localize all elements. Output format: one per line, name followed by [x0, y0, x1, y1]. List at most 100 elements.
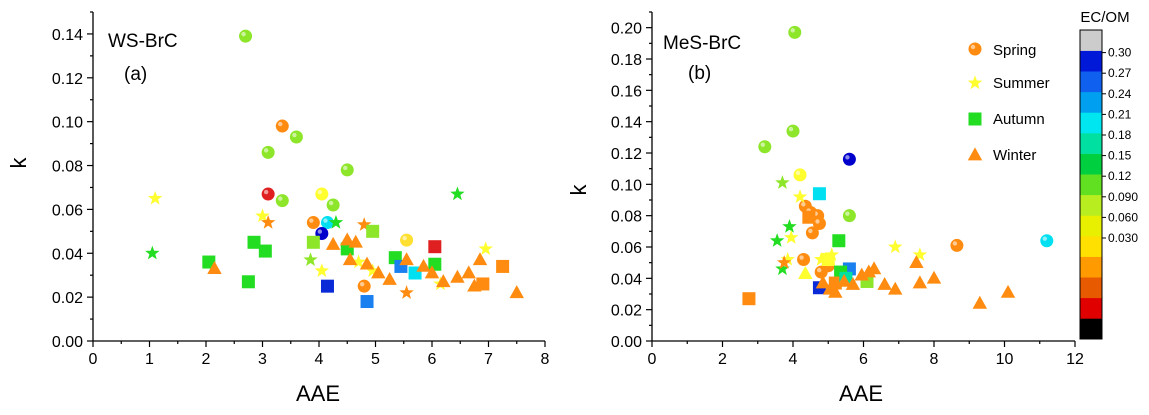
colorbar-segment	[1080, 277, 1102, 299]
panel-a-point-star	[147, 190, 163, 205]
legend-label-winter: Winter	[993, 147, 1036, 164]
panel-b-xlabel: AAE	[839, 381, 883, 406]
panel-b-y-tick-label: 0.20	[611, 21, 642, 38]
panel-b-point-circle	[793, 168, 807, 182]
panel-a-point-square	[366, 224, 380, 238]
panel-b-point-star	[813, 251, 829, 266]
colorbar-segment	[1080, 50, 1102, 72]
ec-om-colorbar: EC/OM 0.30 0.27 0.24 0.21 0.18 0.15 0.12 0.090 0…	[1079, 9, 1138, 340]
panel-a-point-star	[450, 186, 465, 201]
panel-a-point-circle-highlight	[360, 281, 365, 287]
panel-a-point-circle-highlight	[263, 148, 269, 153]
panel-b-point-star	[769, 233, 785, 247]
panel-b-point-circle-highlight	[815, 219, 820, 224]
panel-a-point-triangle	[399, 252, 414, 266]
panel-a-point-circle	[289, 130, 303, 144]
panel-b-point-square	[802, 210, 816, 224]
panel-b-x-tick-label: 4	[789, 351, 798, 368]
panel-a-y-tick-label: 0.00	[52, 334, 83, 351]
panel-b-point-triangle	[798, 266, 813, 279]
panel-a-point-star	[399, 285, 414, 299]
colorbar-segment	[1080, 112, 1102, 134]
panel-b-y-tick-label: 0.02	[611, 303, 642, 320]
panel-b-point-triangle	[972, 295, 988, 309]
panel-b-y-tick-label: 0.18	[611, 52, 642, 69]
panel-a-ylabel: k	[6, 157, 31, 169]
panel-ws-brc: WS-BrC (a) AAE k 0 1 2 3 4 5 6 7 8 0.00 0.02 0.04 0.…	[6, 11, 550, 406]
panel-a-point-square	[428, 240, 442, 254]
panel-b-point-circle-highlight	[1042, 236, 1048, 241]
panel-b-point-star	[792, 189, 808, 204]
panel-a-point-triangle	[342, 252, 358, 266]
panel-b-point-circle	[797, 253, 811, 267]
colorbar-tick-label: 0.060	[1108, 210, 1138, 224]
panel-b-point-circle	[788, 25, 802, 39]
panel-b-title: MeS-BrC	[663, 33, 741, 54]
colorbar-segment	[1080, 91, 1102, 113]
colorbar-tick-label: 0.27	[1108, 66, 1132, 80]
panel-a-point-star	[260, 214, 276, 229]
panel-b-point-star	[912, 247, 928, 261]
panel-a-point-square	[306, 235, 320, 249]
panel-b-point-triangle	[845, 277, 861, 290]
panel-b-point-circle-highlight	[952, 241, 958, 246]
panel-a-point-triangle	[207, 261, 222, 274]
colorbar-tick-label: 0.21	[1108, 107, 1132, 121]
panel-a-point-circle-highlight	[292, 132, 297, 138]
legend-marker-winter	[967, 147, 983, 161]
panel-a-point-triangle	[325, 236, 341, 250]
panel-a-point-circle	[357, 279, 371, 293]
panel-a-point-circle-highlight	[309, 218, 314, 223]
panel-b-x-tick-label: 0	[648, 351, 657, 368]
panel-a-x-tick-label: 2	[202, 351, 211, 368]
panel-b-point-square	[821, 253, 835, 267]
colorbar-segment	[1080, 71, 1102, 93]
panel-a-point-circle	[400, 233, 414, 247]
panel-b-point-circle-highlight	[845, 211, 850, 216]
panel-a-point-star	[365, 263, 380, 277]
panel-a-point-star	[255, 208, 270, 223]
colorbar-segment	[1080, 318, 1102, 340]
panel-b-x-tick-label: 8	[930, 351, 939, 368]
panel-a-point-circle-highlight	[323, 218, 328, 223]
panel-b-point-triangle	[1000, 284, 1016, 298]
panel-a-point-star	[303, 252, 318, 266]
panel-a-point-triangle	[371, 265, 386, 279]
colorbar-frame	[1079, 29, 1103, 340]
panel-a-point-circle-highlight	[402, 235, 407, 241]
panel-b-point-star	[888, 239, 903, 254]
panel-a-point-triangle	[348, 234, 363, 248]
panel-a-point-circle-highlight	[343, 165, 348, 171]
panel-a-y-tick-label: 0.02	[52, 290, 83, 307]
panel-b-point-circle	[805, 226, 819, 240]
panel-b-y-tick-label: 0.08	[611, 209, 642, 226]
panel-a-point-square	[241, 275, 255, 289]
panel-a-point-circle	[306, 216, 320, 230]
panel-a-point-square	[476, 277, 490, 291]
season-legend: Spring Summer Autumn Winter	[967, 42, 1050, 164]
legend-marker-autumn	[968, 112, 982, 126]
legend-label-summer: Summer	[993, 75, 1050, 92]
colorbar-segment	[1080, 236, 1102, 257]
panel-b-point-circle-highlight	[808, 228, 813, 234]
panel-b-point-circle-highlight	[817, 267, 822, 273]
panel-b-y-tick-label: 0.16	[611, 83, 642, 100]
panel-a-point-circle-highlight	[263, 189, 269, 195]
colorbar-segment	[1080, 153, 1102, 175]
panel-a-point-circle	[275, 194, 289, 208]
panel-b-point-square	[832, 234, 846, 248]
panel-a-point-circle	[275, 119, 289, 133]
panel-b-ylabel: k	[566, 184, 591, 196]
panel-b-point-circle	[758, 140, 772, 154]
panel-b-point-circle-highlight	[788, 126, 794, 132]
panel-b-point-triangle	[877, 277, 892, 290]
panel-b-point-circle	[814, 265, 828, 279]
panel-b-point-star	[775, 261, 790, 276]
panel-a-point-circle	[239, 29, 253, 43]
colorbar-segment	[1080, 194, 1102, 216]
panel-b-letter: (b)	[688, 63, 711, 84]
panel-b-x-tick-label: 12	[1066, 351, 1084, 368]
panel-a-point-triangle	[436, 274, 451, 288]
panel-a-point-circle	[261, 187, 275, 201]
